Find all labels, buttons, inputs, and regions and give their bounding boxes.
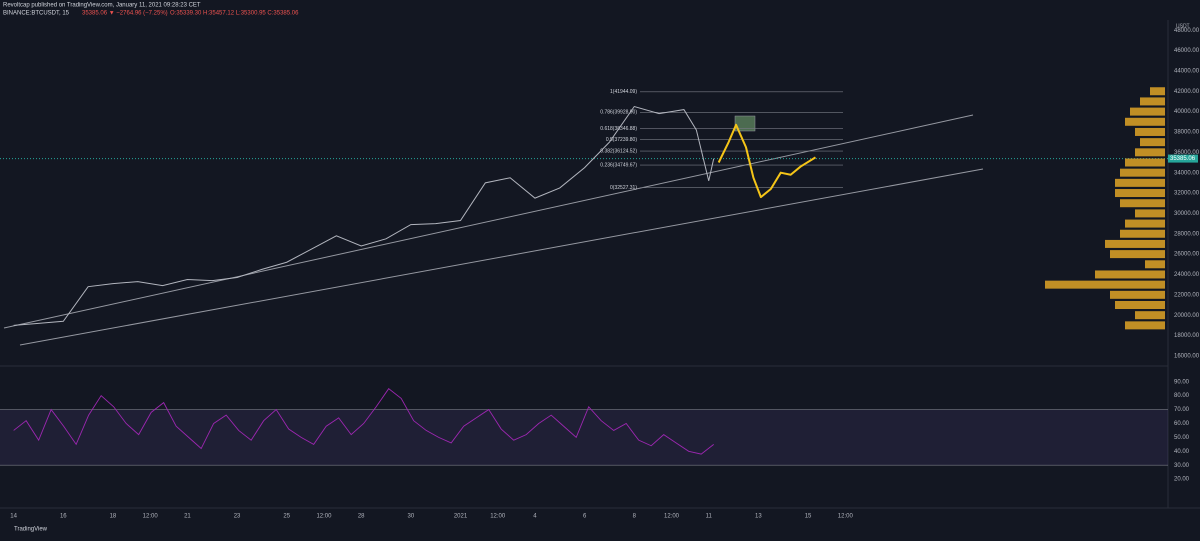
- volume-profile-bar: [1150, 87, 1165, 96]
- volume-profile-bar: [1125, 117, 1165, 126]
- y-tick-label: 38000.00: [1174, 130, 1200, 136]
- fib-label: 0(32527.31): [610, 185, 637, 191]
- target-box: [734, 115, 756, 132]
- volume-profile-bar: [1045, 280, 1165, 289]
- x-tick-label: 25: [283, 514, 290, 520]
- fib-label: 1(41944.09): [610, 89, 637, 95]
- volume-profile-bar: [1130, 107, 1165, 116]
- x-tick-label: 2021: [454, 514, 468, 520]
- y-tick-label: 16000.00: [1174, 353, 1200, 359]
- fib-label: 0.236(34749.67): [600, 162, 637, 168]
- y-tick-label: 48000.00: [1174, 28, 1200, 34]
- rsi-tick-label: 30.00: [1174, 463, 1190, 469]
- x-tick-label: 16: [60, 514, 67, 520]
- fib-label: 0.382(36124.52): [600, 148, 637, 154]
- rsi-tick-label: 90.00: [1174, 379, 1190, 385]
- volume-profile-bar: [1125, 158, 1165, 167]
- x-tick-label: 23: [234, 514, 241, 520]
- y-tick-label: 18000.00: [1174, 333, 1200, 339]
- x-tick-label: 12:00: [316, 514, 332, 520]
- volume-profile-bar: [1115, 189, 1165, 198]
- y-tick-label: 42000.00: [1174, 89, 1200, 95]
- volume-profile-bar: [1105, 239, 1165, 248]
- y-tick-label: 32000.00: [1174, 191, 1200, 197]
- unit: USDT: [1176, 23, 1190, 29]
- brand: TradingView: [14, 527, 48, 533]
- last-price-tag: [1168, 154, 1198, 163]
- y-tick-label: 44000.00: [1174, 68, 1200, 74]
- projection-line: [717, 123, 817, 199]
- rsi-tick-label: 80.00: [1174, 393, 1190, 399]
- rsi-tick-label: 60.00: [1174, 421, 1190, 427]
- volume-profile-bar: [1120, 168, 1165, 177]
- rsi-tick-label: 70.00: [1174, 407, 1190, 413]
- volume-profile-bar: [1140, 97, 1165, 106]
- x-tick-label: 4: [533, 514, 537, 520]
- x-tick-label: 12:00: [664, 514, 680, 520]
- volume-profile-bar: [1125, 321, 1165, 330]
- volume-profile-bar: [1135, 148, 1165, 157]
- publisher: Revoltcap published on TradingView.com, …: [3, 3, 201, 9]
- y-tick-label: 22000.00: [1174, 292, 1200, 298]
- last-price-label: 35385.06: [1170, 156, 1196, 162]
- volume-profile-bar: [1135, 209, 1165, 218]
- volume-profile-bar: [1115, 301, 1165, 309]
- y-tick-label: 20000.00: [1174, 313, 1200, 319]
- x-tick-label: 11: [706, 514, 713, 520]
- volume-profile-bar: [1135, 127, 1165, 136]
- volume-profile-bar: [1135, 311, 1165, 320]
- rsi-tick-label: 20.00: [1174, 477, 1190, 483]
- y-tick-label: 40000.00: [1174, 109, 1200, 115]
- rsi-line: [13, 388, 714, 455]
- rsi-tick-label: 40.00: [1174, 449, 1190, 455]
- volume-profile-bar: [1125, 219, 1165, 228]
- volume-profile-bar: [1115, 178, 1165, 187]
- y-tick-label: 30000.00: [1174, 211, 1200, 217]
- y-tick-label: 36000.00: [1174, 150, 1200, 156]
- x-tick-label: 12:00: [143, 514, 159, 520]
- y-tick-label: 24000.00: [1174, 272, 1200, 278]
- ohlc: O:35339.30 H:35457.12 L:35300.95 C:35385…: [170, 11, 299, 17]
- y-tick-label: 46000.00: [1174, 48, 1200, 54]
- change: 35385.06 ▼ −2764.96 (−7.25%): [82, 11, 168, 17]
- x-tick-label: 15: [805, 514, 812, 520]
- volume-profile-bar: [1095, 270, 1165, 279]
- volume-profile-bar: [1110, 290, 1165, 299]
- x-tick-label: 30: [408, 514, 415, 520]
- trend-line: [3, 114, 974, 329]
- trend-line: [19, 168, 984, 346]
- symbol: BINANCE:BTCUSDT, 15: [3, 11, 70, 17]
- y-tick-label: 28000.00: [1174, 231, 1200, 237]
- x-tick-label: 12:00: [490, 514, 506, 520]
- x-tick-label: 28: [358, 514, 365, 520]
- volume-profile-bar: [1120, 229, 1165, 238]
- x-tick-label: 18: [110, 514, 117, 520]
- volume-profile-bar: [1145, 260, 1165, 269]
- price-line: [13, 105, 715, 326]
- fib-label: 0.5(37239.80): [606, 137, 637, 143]
- x-tick-label: 12:00: [838, 514, 854, 520]
- rsi-tick-label: 50.00: [1174, 435, 1190, 441]
- x-tick-label: 13: [755, 514, 762, 520]
- x-tick-label: 21: [184, 514, 191, 520]
- y-tick-label: 26000.00: [1174, 252, 1200, 258]
- x-tick-label: 6: [583, 514, 587, 520]
- volume-profile-bar: [1110, 250, 1165, 259]
- x-tick-label: 8: [633, 514, 637, 520]
- volume-profile-bar: [1120, 199, 1165, 208]
- fib-label: 0.786(39928.90): [600, 110, 637, 116]
- y-tick-label: 34000.00: [1174, 170, 1200, 176]
- volume-profile-bar: [1140, 138, 1165, 147]
- x-tick-label: 14: [10, 514, 17, 520]
